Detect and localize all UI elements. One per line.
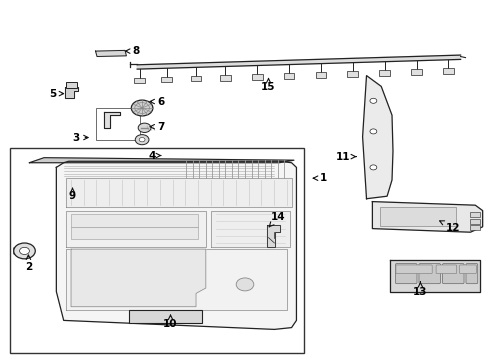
FancyBboxPatch shape — [442, 264, 464, 284]
Circle shape — [135, 135, 149, 145]
FancyBboxPatch shape — [419, 264, 441, 284]
Circle shape — [131, 100, 153, 116]
Polygon shape — [66, 178, 292, 207]
Text: 8: 8 — [125, 46, 140, 56]
Circle shape — [139, 138, 145, 142]
Text: 3: 3 — [73, 132, 88, 143]
Polygon shape — [66, 249, 287, 310]
Text: 10: 10 — [163, 315, 178, 329]
Text: 12: 12 — [440, 221, 461, 233]
FancyBboxPatch shape — [191, 76, 201, 81]
Text: 4: 4 — [148, 150, 161, 161]
Text: 14: 14 — [269, 212, 286, 227]
Text: 6: 6 — [150, 96, 164, 107]
FancyBboxPatch shape — [347, 71, 358, 77]
Polygon shape — [96, 50, 126, 57]
FancyBboxPatch shape — [252, 74, 263, 80]
Bar — [470, 225, 480, 230]
Bar — [470, 212, 480, 217]
Polygon shape — [137, 55, 461, 69]
FancyBboxPatch shape — [220, 75, 231, 81]
Text: 2: 2 — [25, 255, 32, 272]
Polygon shape — [56, 161, 296, 329]
FancyBboxPatch shape — [284, 73, 294, 78]
Polygon shape — [66, 211, 206, 247]
FancyBboxPatch shape — [14, 247, 22, 255]
Polygon shape — [104, 112, 120, 128]
Bar — [71, 214, 198, 227]
Polygon shape — [29, 158, 294, 163]
Bar — [470, 219, 480, 224]
Text: 7: 7 — [150, 122, 165, 132]
FancyBboxPatch shape — [129, 310, 202, 323]
FancyBboxPatch shape — [395, 264, 417, 284]
Polygon shape — [372, 202, 483, 232]
Circle shape — [138, 123, 151, 132]
FancyBboxPatch shape — [161, 77, 172, 82]
Polygon shape — [267, 225, 280, 247]
Polygon shape — [390, 260, 480, 292]
Text: 13: 13 — [413, 282, 428, 297]
FancyBboxPatch shape — [436, 265, 457, 274]
Circle shape — [14, 243, 35, 259]
Circle shape — [236, 278, 254, 291]
Polygon shape — [363, 76, 393, 199]
Polygon shape — [71, 249, 206, 307]
Text: 15: 15 — [261, 78, 276, 92]
Circle shape — [370, 98, 377, 103]
Text: 11: 11 — [336, 152, 356, 162]
FancyBboxPatch shape — [411, 69, 422, 75]
FancyBboxPatch shape — [396, 265, 432, 274]
Polygon shape — [65, 87, 78, 98]
Text: 5: 5 — [49, 89, 64, 99]
FancyBboxPatch shape — [134, 78, 145, 83]
FancyBboxPatch shape — [460, 265, 476, 274]
Bar — [71, 227, 198, 239]
Bar — [10, 148, 304, 353]
FancyBboxPatch shape — [316, 72, 326, 78]
FancyBboxPatch shape — [466, 264, 478, 284]
Text: 1: 1 — [313, 173, 327, 183]
Text: 9: 9 — [69, 188, 76, 201]
Bar — [380, 207, 456, 226]
FancyBboxPatch shape — [379, 70, 390, 76]
FancyBboxPatch shape — [443, 68, 454, 74]
Polygon shape — [211, 211, 290, 247]
Circle shape — [370, 129, 377, 134]
Circle shape — [20, 247, 29, 255]
Bar — [96, 108, 140, 140]
Circle shape — [370, 165, 377, 170]
FancyBboxPatch shape — [66, 82, 77, 88]
